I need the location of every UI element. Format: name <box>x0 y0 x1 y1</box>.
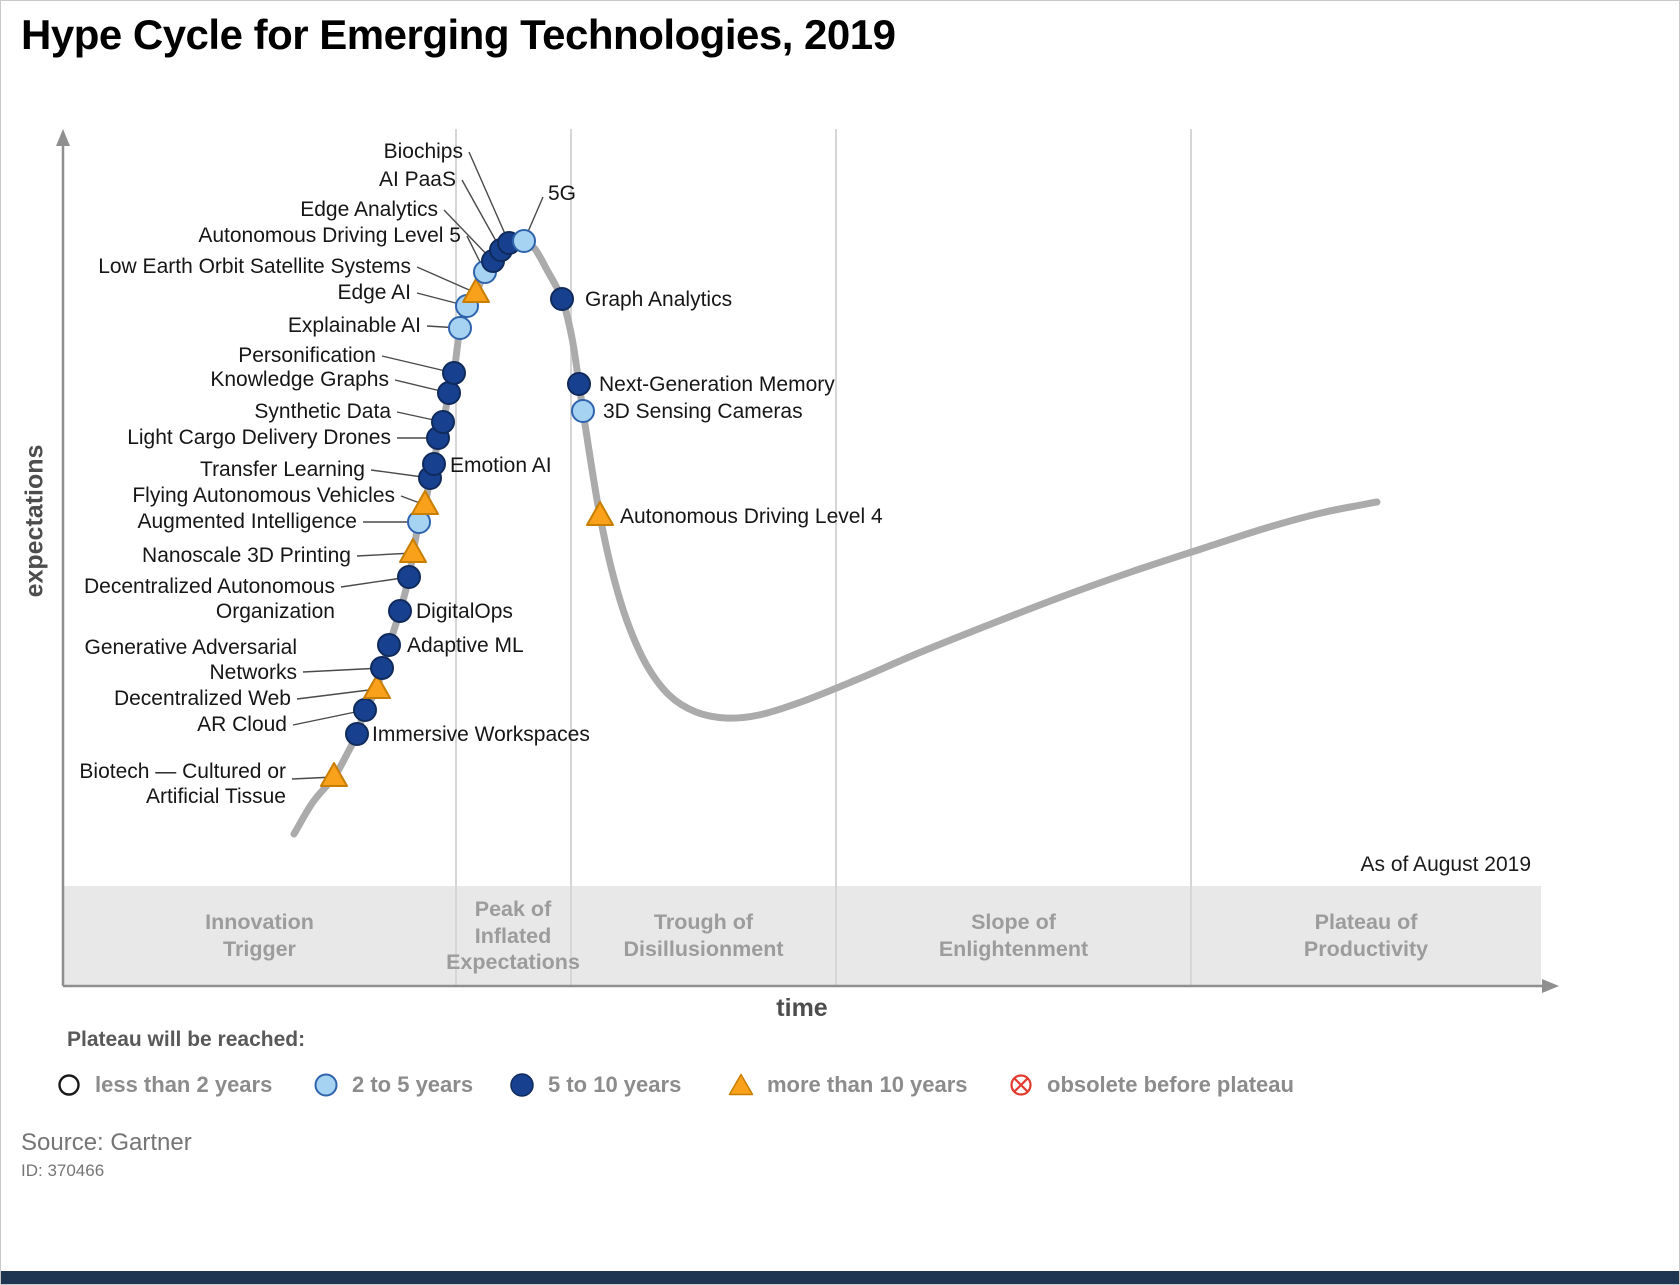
marker-synthetic-data <box>431 410 455 434</box>
label-adaptive-ml: Adaptive ML <box>407 634 524 657</box>
marker-flying-autonomous-vehicles <box>411 490 439 515</box>
phase-slope-of-enlightenment: Slope of Enlightenment <box>938 910 1089 961</box>
legend-item-label: more than 10 years <box>767 1072 968 1097</box>
y-axis-arrow-icon <box>56 129 70 146</box>
legend-item-more-than-10-years: more than 10 years <box>728 1069 968 1101</box>
legend-item-5-to-10-years: 5 to 10 years <box>509 1069 681 1101</box>
marker-graph-analytics <box>550 287 574 311</box>
orange-triangle-icon <box>728 1073 754 1096</box>
label-light-cargo-delivery-drones: Light Cargo Delivery Drones <box>127 426 391 449</box>
label-autonomous-driving-level-4: Autonomous Driving Level 4 <box>620 505 883 528</box>
marker-knowledge-graphs <box>437 381 461 405</box>
label-3d-sensing-cameras: 3D Sensing Cameras <box>603 400 803 423</box>
label-immersive-workspaces: Immersive Workspaces <box>372 723 590 746</box>
marker-personification <box>442 361 466 385</box>
open-circle-icon <box>58 1074 80 1096</box>
label-ar-cloud: AR Cloud <box>197 713 287 736</box>
marker-generative-adversarial-networks <box>370 656 394 680</box>
leader-line-low-earth-orbit-satellite-systems <box>416 266 477 294</box>
obsolete-circle-x-icon <box>1010 1074 1032 1096</box>
label-digitalops: DigitalOps <box>416 600 513 623</box>
source-text: Source: Gartner <box>21 1129 192 1156</box>
leader-line-biochips <box>468 151 510 244</box>
marker-biotech-cultured-or-artificial-tissue <box>320 762 348 787</box>
legend-title: Plateau will be reached: <box>67 1028 306 1051</box>
label-personification: Personification <box>238 344 376 367</box>
source-id: ID: 370466 <box>21 1161 105 1180</box>
label-ai-paas: AI PaaS <box>379 168 456 191</box>
marker-autonomous-driving-level-4 <box>586 501 614 526</box>
leader-line-ai-paas <box>461 179 502 251</box>
legend-item-less-than-2-years: less than 2 years <box>56 1069 272 1101</box>
label-synthetic-data: Synthetic Data <box>254 400 391 423</box>
legend-item-label: 2 to 5 years <box>352 1072 474 1097</box>
as-of-date: As of August 2019 <box>1360 853 1531 876</box>
marker-immersive-workspaces <box>345 722 369 746</box>
legend-item-2-to-5-years: 2 to 5 years <box>313 1069 473 1101</box>
x-axis-arrow-icon <box>1542 979 1559 993</box>
legend-item-label: 5 to 10 years <box>548 1072 682 1097</box>
legend-item-label: obsolete before plateau <box>1047 1072 1294 1097</box>
marker-adaptive-ml <box>377 633 401 657</box>
label-emotion-ai: Emotion AI <box>450 454 552 477</box>
label-autonomous-driving-level-5: Autonomous Driving Level 5 <box>198 224 461 247</box>
label-explainable-ai: Explainable AI <box>288 314 421 337</box>
label-edge-ai: Edge AI <box>337 281 411 304</box>
phase-innovation-trigger: Innovation Trigger <box>205 910 314 961</box>
label-generative-adversarial-networks: Generative Adversarial Networks <box>85 636 297 684</box>
marker-5g <box>512 229 536 253</box>
label-next-generation-memory: Next-Generation Memory <box>599 373 835 396</box>
label-decentralized-autonomous-organization: Decentralized Autonomous Organization <box>84 575 335 623</box>
phase-peak-of-inflated-expectations: Peak of Inflated Expectations <box>446 896 580 975</box>
marker-explainable-ai <box>448 316 472 340</box>
marker-nanoscale-3d-printing <box>399 538 427 563</box>
label-decentralized-web: Decentralized Web <box>114 687 291 710</box>
dark-blue-circle-icon <box>510 1073 534 1097</box>
marker-low-earth-orbit-satellite-systems <box>462 278 490 303</box>
label-knowledge-graphs: Knowledge Graphs <box>210 368 389 391</box>
marker-ar-cloud <box>353 698 377 722</box>
label-flying-autonomous-vehicles: Flying Autonomous Vehicles <box>132 484 395 507</box>
legend-item-label: less than 2 years <box>95 1072 273 1097</box>
marker-decentralized-web <box>363 674 391 699</box>
leader-line-generative-adversarial-networks <box>302 667 383 673</box>
leader-line-personification <box>381 355 455 374</box>
label-edge-analytics: Edge Analytics <box>300 198 438 221</box>
marker-next-generation-memory <box>567 372 591 396</box>
label-graph-analytics: Graph Analytics <box>585 288 732 311</box>
phase-band <box>63 886 1541 986</box>
y-axis-label: expectations <box>20 444 49 598</box>
phase-plateau-of-productivity: Plateau of Productivity <box>1303 910 1429 961</box>
label-low-earth-orbit-satellite-systems: Low Earth Orbit Satellite Systems <box>98 255 411 278</box>
label-nanoscale-3d-printing: Nanoscale 3D Printing <box>142 544 351 567</box>
leader-line-decentralized-web <box>296 688 378 700</box>
phase-trough-of-disillusionment: Trough of Disillusionment <box>623 910 784 961</box>
label-biotech-cultured-or-artificial-tissue: Biotech — Cultured or Artificial Tissue <box>79 760 286 808</box>
page-title: Hype Cycle for Emerging Technologies, 20… <box>21 11 896 58</box>
marker-3d-sensing-cameras <box>571 399 595 423</box>
x-axis-label: time <box>776 994 828 1022</box>
label-augmented-intelligence: Augmented Intelligence <box>138 510 358 533</box>
label-5g: 5G <box>548 182 576 205</box>
marker-decentralized-autonomous-organization <box>397 565 421 589</box>
light-blue-circle-icon <box>314 1073 338 1097</box>
marker-digitalops <box>388 599 412 623</box>
label-transfer-learning: Transfer Learning <box>200 458 365 481</box>
legend-item-obsolete-before-plateau: obsolete before plateau <box>1008 1069 1294 1101</box>
leader-line-ar-cloud <box>292 709 366 726</box>
bottom-bar <box>1 1271 1679 1284</box>
marker-emotion-ai <box>422 452 446 476</box>
label-biochips: Biochips <box>384 140 463 163</box>
